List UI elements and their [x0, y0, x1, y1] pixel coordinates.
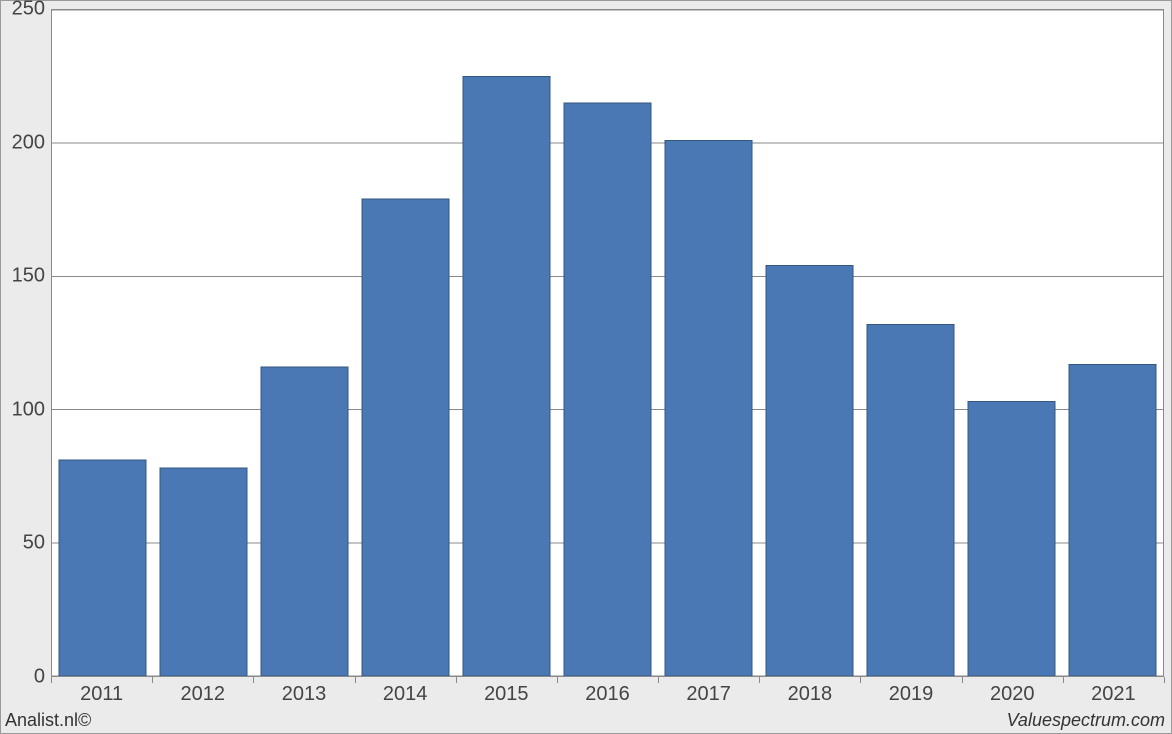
chart-outer-frame: 0 50 100 150 200 250 2011 2012 2013 2014 2015 2016… [0, 0, 1172, 734]
x-axis-labels: 2011 2012 2013 2014 2015 2016 2017 2018 2019 2020… [51, 683, 1164, 713]
bar [766, 266, 853, 676]
y-tick-label: 0 [1, 666, 45, 689]
footer-right-credit: Valuespectrum.com [1007, 710, 1165, 731]
y-tick-label: 50 [1, 532, 45, 555]
x-tick-label: 2016 [585, 683, 630, 706]
bars-group [59, 77, 1156, 676]
bar [665, 141, 752, 676]
y-tick-label: 250 [1, 0, 45, 21]
bar [1069, 364, 1156, 676]
y-tick-label: 150 [1, 265, 45, 288]
plot-svg [52, 10, 1163, 676]
x-tick-label: 2020 [990, 683, 1035, 706]
bar [968, 402, 1055, 676]
x-tick-label: 2014 [383, 683, 428, 706]
y-tick-label: 100 [1, 398, 45, 421]
plot-area [51, 9, 1164, 677]
x-tick-label: 2015 [484, 683, 529, 706]
x-tick-label: 2019 [889, 683, 934, 706]
bar [261, 367, 348, 676]
x-tick-label: 2011 [80, 683, 123, 706]
x-tick-label: 2012 [181, 683, 226, 706]
bar [59, 460, 146, 676]
bar [564, 103, 651, 676]
bar [463, 77, 550, 676]
y-axis-labels: 050100150200250 [1, 9, 45, 677]
y-tick-label: 200 [1, 131, 45, 154]
bar [160, 468, 247, 676]
bar [867, 324, 954, 676]
bar [362, 199, 449, 676]
x-tick-mark [1164, 677, 1165, 683]
footer-left-credit: Analist.nl© [5, 710, 91, 731]
x-tick-label: 2013 [282, 683, 327, 706]
x-tick-label: 2021 [1091, 683, 1136, 706]
x-tick-label: 2017 [686, 683, 731, 706]
x-tick-label: 2018 [788, 683, 833, 706]
